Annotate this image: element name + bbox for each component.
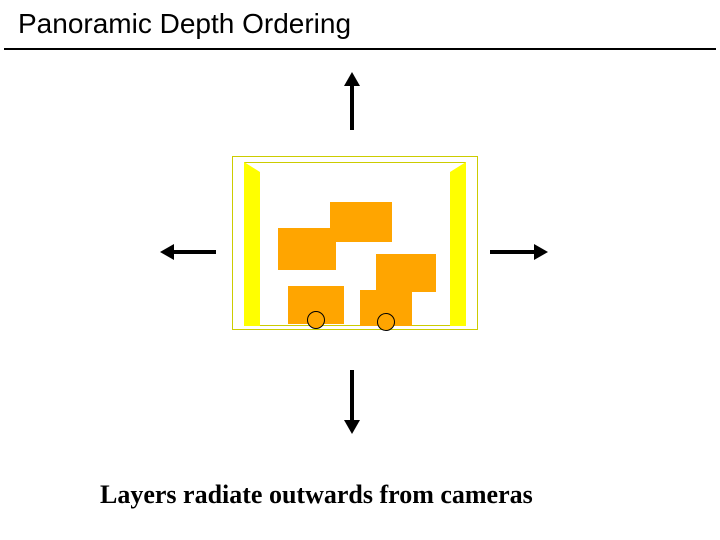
- object-block-2: [376, 254, 436, 292]
- walls-layer: [0, 0, 720, 540]
- camera-circle-0: [307, 311, 325, 329]
- wall-right: [450, 162, 466, 326]
- object-block-1: [330, 202, 392, 242]
- wall-left: [244, 162, 260, 326]
- camera-circle-1: [377, 313, 395, 331]
- object-block-0: [278, 228, 336, 270]
